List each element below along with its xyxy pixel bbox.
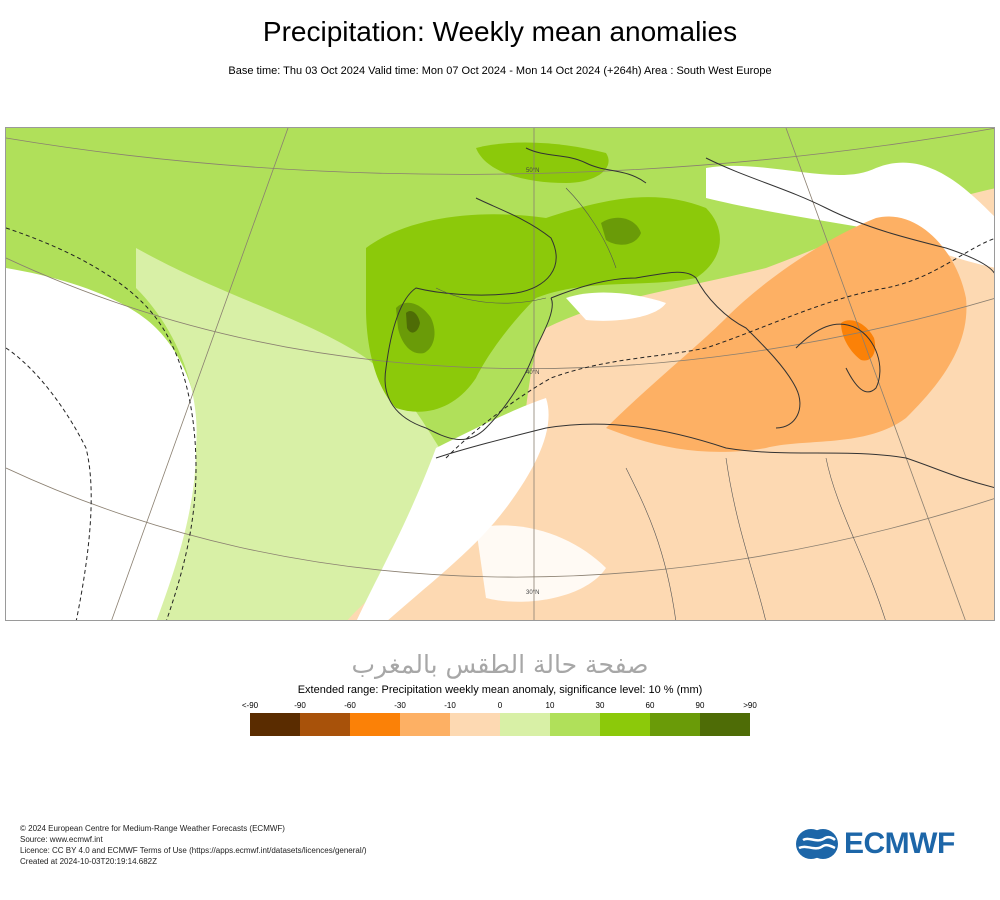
legend-swatch-1 bbox=[300, 713, 350, 736]
no-signal-area-north-africa bbox=[476, 525, 606, 602]
country-borders bbox=[435, 187, 886, 620]
significance-contours bbox=[6, 227, 994, 620]
legend-colorbar bbox=[250, 713, 750, 736]
no-signal-area-ligurian bbox=[566, 292, 666, 321]
lat-label-40: 40°N bbox=[526, 370, 539, 376]
legend-tick: -10 bbox=[444, 701, 456, 710]
legend-swatch-7 bbox=[600, 713, 650, 736]
legend-tick: <-90 bbox=[241, 701, 259, 710]
legend-tick: 90 bbox=[695, 701, 705, 710]
lat-label-30: 30°N bbox=[526, 590, 539, 596]
moderate-dry-area-central-med bbox=[606, 216, 967, 452]
ecmwf-logo-text: ECMWF bbox=[844, 827, 955, 860]
legend-tick: 30 bbox=[595, 701, 605, 710]
graticule bbox=[6, 128, 994, 620]
legend-tick: -60 bbox=[344, 701, 356, 710]
chart-title: Precipitation: Weekly mean anomalies bbox=[262, 16, 738, 47]
strong-dry-area-greece bbox=[841, 320, 876, 361]
chart-subtitle: Base time: Thu 03 Oct 2024 Valid time: M… bbox=[228, 65, 772, 77]
legend-tick: -30 bbox=[394, 701, 406, 710]
legend-swatch-5 bbox=[500, 713, 550, 736]
legend-tick: 10 bbox=[545, 701, 555, 710]
legend-swatch-0 bbox=[250, 713, 300, 736]
extreme-wet-area-portugal bbox=[406, 311, 420, 333]
credits-block: © 2024 European Centre for Medium-Range … bbox=[20, 823, 367, 867]
very-wet-area-alps bbox=[601, 217, 641, 245]
legend-swatch-3 bbox=[400, 713, 450, 736]
watermark-text: صفحة حالة الطقس بالمغرب bbox=[351, 650, 649, 679]
legend-swatch-2 bbox=[350, 713, 400, 736]
legend-swatch-9 bbox=[700, 713, 750, 736]
no-signal-area-alboran bbox=[356, 398, 549, 620]
credit-line: Source: www.ecmwf.int bbox=[20, 835, 103, 844]
wet-area-north-sea bbox=[476, 142, 609, 183]
ecmwf-logo: ECMWF bbox=[795, 826, 955, 862]
legend-swatch-4 bbox=[450, 713, 500, 736]
lat-label-50: 50°N bbox=[526, 168, 539, 174]
legend-ticks: <-90 -90 -60 -30 -10 0 10 30 60 90 >90 bbox=[242, 701, 757, 713]
credit-line: Licence: CC BY 4.0 and ECMWF Terms of Us… bbox=[20, 846, 367, 855]
anomaly-map: 50°N 40°N 30°N bbox=[5, 127, 995, 621]
weak-wet-area-atlantic bbox=[136, 248, 448, 620]
wet-area-france-iberia bbox=[366, 197, 720, 412]
ecmwf-logo-icon bbox=[796, 829, 838, 859]
legend-tick: 60 bbox=[645, 701, 655, 710]
legend-tick: >90 bbox=[743, 701, 757, 710]
legend-swatch-6 bbox=[550, 713, 600, 736]
credit-line: Created at 2024-10-03T20:19:14.682Z bbox=[20, 857, 157, 866]
legend-title: Extended range: Precipitation weekly mea… bbox=[297, 684, 703, 696]
legend-tick: 0 bbox=[497, 701, 503, 710]
legend-tick: -90 bbox=[294, 701, 306, 710]
legend-swatch-8 bbox=[650, 713, 700, 736]
no-signal-area-atlantic bbox=[6, 268, 200, 620]
credit-line: © 2024 European Centre for Medium-Range … bbox=[20, 824, 285, 833]
coastlines bbox=[384, 147, 994, 488]
